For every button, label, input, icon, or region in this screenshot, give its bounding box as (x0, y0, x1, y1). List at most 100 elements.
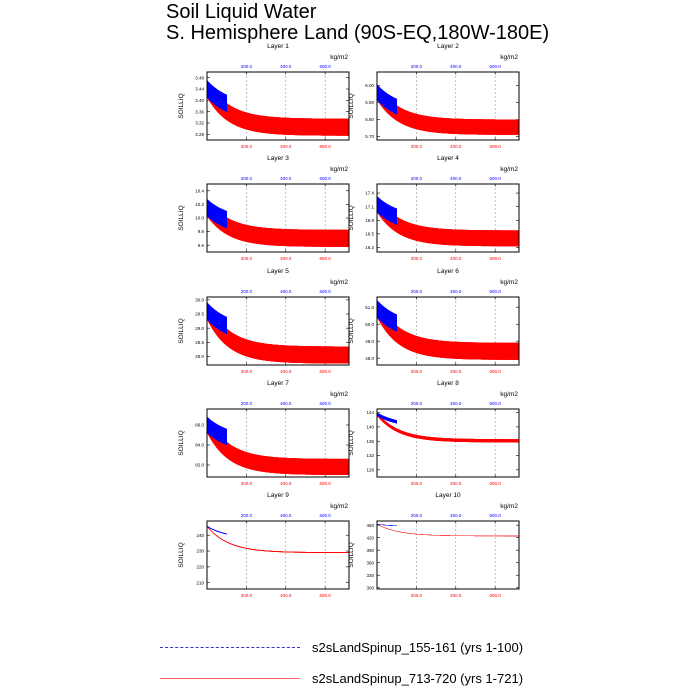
y-tick-label: 132 (366, 453, 374, 458)
units-label: kg/m2 (500, 391, 518, 398)
series-line (377, 84, 519, 135)
plot-frame (206, 183, 350, 253)
x-top-tick-label: 400.0 (280, 513, 292, 518)
y-tick-label: 49.0 (365, 339, 374, 344)
series-line (377, 196, 398, 225)
series-line (207, 80, 228, 112)
y-tick-label: 10.2 (195, 202, 204, 207)
y-tick-label: 28.5 (195, 340, 204, 345)
series-line (377, 412, 398, 424)
x-bottom-tick-label: 200.0 (411, 256, 423, 261)
panel-title: Layer 4 (437, 155, 459, 162)
legend-entry-2: s2sLandSpinup_713-720 (yrs 1-721) (160, 669, 680, 689)
panel-title: Layer 6 (437, 268, 459, 275)
x-bottom-tick-label: 400.0 (450, 593, 462, 598)
x-bottom-tick-label: 600.0 (320, 256, 332, 261)
chart-subtitle: S. Hemisphere Land (90S-EQ,180W-180E) (166, 22, 550, 44)
x-top-tick-label: 400.0 (280, 64, 292, 69)
x-bottom-tick-label: 400.0 (450, 481, 462, 486)
x-bottom-tick-label: 400.0 (280, 256, 292, 261)
y-tick-label: 128 (366, 467, 374, 472)
x-top-tick-label: 400.0 (450, 64, 462, 69)
legend-label-2: s2sLandSpinup_713-720 (yrs 1-721) (312, 671, 524, 686)
x-top-tick-label: 600.0 (320, 289, 332, 294)
y-tick-label: 29.0 (195, 326, 204, 331)
series-line (207, 416, 349, 475)
plot-frame (376, 296, 520, 366)
x-bottom-tick-label: 200.0 (241, 593, 253, 598)
x-bottom-tick-label: 400.0 (280, 144, 292, 149)
x-top-tick-label: 600.0 (320, 513, 332, 518)
y-tick-label: 220 (196, 564, 204, 569)
units-label: kg/m2 (500, 279, 518, 286)
y-tick-label: 3.44 (195, 87, 204, 92)
panel-5: Layer 5 kg/m2 SOILLIQ 200.0 400.0 600.0 200.0 4… (178, 268, 350, 374)
units-label: kg/m2 (330, 166, 348, 173)
y-axis-label: SOILLIQ (178, 542, 185, 567)
series-line (207, 302, 349, 364)
series-line (377, 300, 398, 332)
y-axis-label: SOILLIQ (348, 430, 355, 455)
x-bottom-tick-label: 600.0 (320, 593, 332, 598)
units-label: kg/m2 (330, 279, 348, 286)
y-tick-label: 5.80 (365, 117, 374, 122)
panel-title: Layer 8 (437, 380, 459, 387)
x-top-tick-label: 200.0 (411, 401, 423, 406)
y-axis-label: SOILLIQ (178, 205, 185, 230)
x-bottom-tick-label: 200.0 (411, 593, 423, 598)
series-line (207, 526, 349, 554)
x-bottom-tick-label: 200.0 (241, 369, 253, 374)
y-tick-label: 10.0 (195, 216, 204, 221)
y-tick-label: 51.0 (365, 305, 374, 310)
series-line (377, 523, 519, 537)
x-bottom-tick-label: 600.0 (320, 369, 332, 374)
y-tick-label: 450 (366, 523, 374, 528)
y-tick-label: 300 (366, 585, 374, 590)
y-tick-label: 3.36 (195, 109, 204, 114)
series-line (377, 300, 519, 360)
x-top-tick-label: 600.0 (490, 289, 502, 294)
plot-frame (376, 520, 520, 590)
x-top-tick-label: 600.0 (490, 176, 502, 181)
x-top-tick-label: 200.0 (411, 513, 423, 518)
y-tick-label: 16.5 (365, 231, 374, 236)
panel-title: Layer 7 (267, 380, 289, 387)
x-top-tick-label: 200.0 (241, 401, 253, 406)
plot-frame (206, 71, 350, 141)
legend-line-dashed (160, 647, 300, 648)
y-tick-label: 16.8 (365, 218, 374, 223)
x-bottom-tick-label: 200.0 (411, 481, 423, 486)
plot-frame (206, 408, 350, 478)
x-bottom-tick-label: 400.0 (280, 481, 292, 486)
units-label: kg/m2 (500, 166, 518, 173)
panel-title: Layer 5 (267, 268, 289, 275)
y-tick-label: 360 (366, 560, 374, 565)
units-label: kg/m2 (330, 54, 348, 61)
y-tick-label: 3.40 (195, 98, 204, 103)
y-tick-label: 240 (196, 533, 204, 538)
y-tick-label: 5.90 (365, 100, 374, 105)
x-top-tick-label: 400.0 (280, 289, 292, 294)
y-tick-label: 3.32 (195, 121, 204, 126)
x-bottom-tick-label: 200.0 (241, 481, 253, 486)
y-tick-label: 10.4 (195, 188, 204, 193)
x-top-tick-label: 600.0 (320, 176, 332, 181)
panel-title: Layer 1 (267, 43, 289, 50)
series-line (207, 526, 228, 535)
panel-title: Layer 9 (267, 492, 289, 499)
y-tick-label: 9.6 (198, 243, 205, 248)
x-bottom-tick-label: 200.0 (241, 144, 253, 149)
x-bottom-tick-label: 600.0 (490, 481, 502, 486)
y-tick-label: 50.0 (365, 322, 374, 327)
legend-label-1: s2sLandSpinup_155-161 (yrs 1-100) (312, 640, 524, 655)
plot-frame (376, 408, 520, 478)
x-bottom-tick-label: 600.0 (490, 593, 502, 598)
y-tick-label: 330 (366, 573, 374, 578)
y-tick-label: 5.70 (365, 134, 374, 139)
series-line (377, 84, 398, 115)
panel-9: Layer 9 kg/m2 SOILLIQ 200.0 400.0 600.0 200.0 4… (178, 492, 350, 598)
y-tick-label: 6.00 (365, 83, 374, 88)
series-line (207, 199, 228, 229)
x-top-tick-label: 200.0 (241, 64, 253, 69)
